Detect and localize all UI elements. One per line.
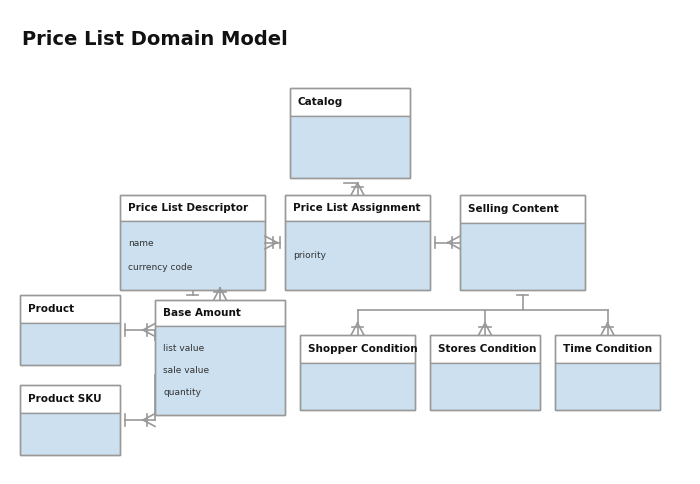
Bar bbox=[120, 195, 265, 290]
Text: Price List Domain Model: Price List Domain Model bbox=[22, 30, 288, 49]
Bar bbox=[155, 326, 285, 415]
Bar bbox=[20, 295, 120, 365]
Text: Product SKU: Product SKU bbox=[28, 394, 101, 404]
Bar bbox=[555, 335, 660, 363]
Text: quantity: quantity bbox=[163, 388, 201, 397]
Bar bbox=[555, 363, 660, 410]
Text: list value: list value bbox=[163, 344, 204, 353]
Bar bbox=[20, 385, 120, 413]
Bar bbox=[120, 195, 265, 221]
Bar bbox=[155, 300, 285, 326]
Bar bbox=[460, 223, 585, 290]
Bar bbox=[300, 363, 415, 410]
Bar bbox=[20, 295, 120, 323]
Text: Time Condition: Time Condition bbox=[563, 344, 652, 354]
Bar bbox=[285, 195, 430, 290]
Text: priority: priority bbox=[293, 251, 326, 260]
Bar bbox=[460, 195, 585, 290]
Bar bbox=[285, 221, 430, 290]
Text: Selling Content: Selling Content bbox=[468, 204, 559, 214]
Bar bbox=[460, 195, 585, 223]
Bar bbox=[430, 335, 540, 410]
Text: Stores Condition: Stores Condition bbox=[438, 344, 536, 354]
Bar bbox=[20, 413, 120, 455]
Bar bbox=[300, 335, 415, 410]
Text: Shopper Condition: Shopper Condition bbox=[308, 344, 418, 354]
Bar bbox=[20, 323, 120, 365]
Bar bbox=[155, 300, 285, 415]
Text: Base Amount: Base Amount bbox=[163, 308, 241, 318]
Bar bbox=[300, 335, 415, 363]
Text: Price List Descriptor: Price List Descriptor bbox=[128, 203, 248, 213]
Bar bbox=[430, 363, 540, 410]
Bar bbox=[430, 335, 540, 363]
Text: name: name bbox=[128, 240, 153, 248]
Text: sale value: sale value bbox=[163, 366, 209, 375]
Bar bbox=[290, 116, 410, 178]
Bar bbox=[555, 335, 660, 410]
Text: Product: Product bbox=[28, 304, 74, 314]
Bar bbox=[285, 195, 430, 221]
Bar bbox=[120, 221, 265, 290]
Text: currency code: currency code bbox=[128, 262, 192, 272]
Bar bbox=[20, 385, 120, 455]
Text: Price List Assignment: Price List Assignment bbox=[293, 203, 421, 213]
Bar bbox=[290, 88, 410, 116]
Text: Catalog: Catalog bbox=[298, 97, 343, 107]
Bar bbox=[290, 88, 410, 178]
